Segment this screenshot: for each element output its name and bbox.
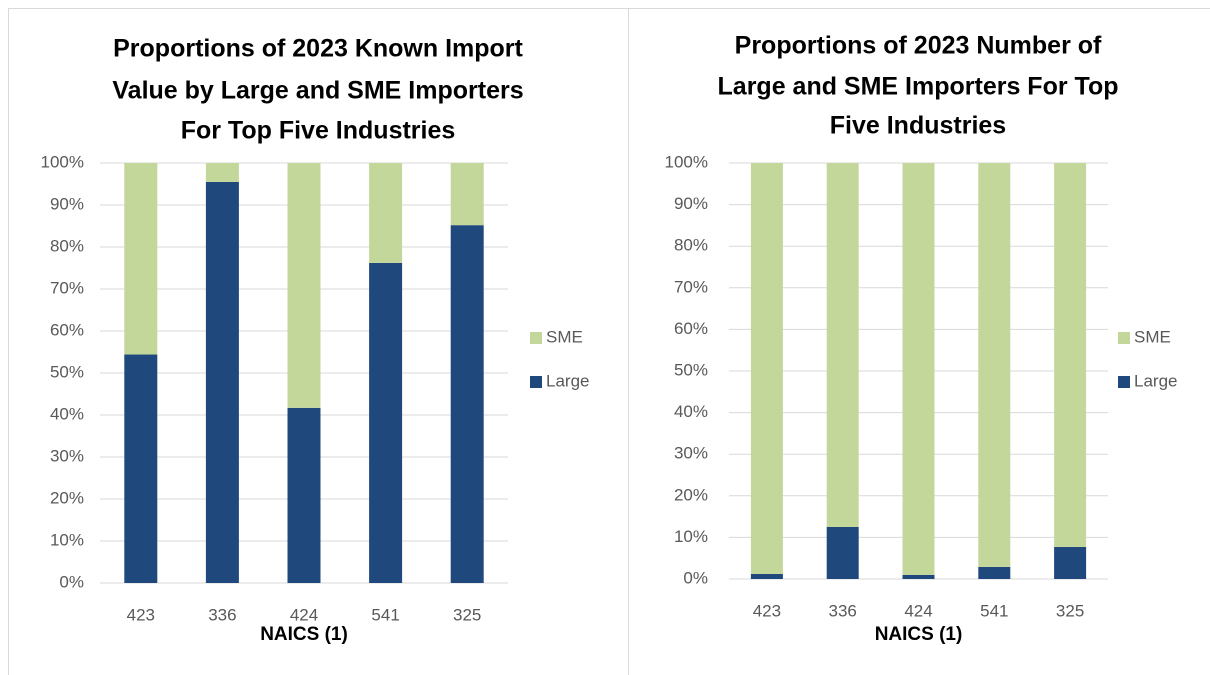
bar-segment: [750, 163, 783, 575]
legend-label: SME: [546, 327, 583, 346]
x-tick-label: 325: [1056, 601, 1084, 620]
y-tick-label: 40%: [50, 404, 84, 423]
y-tick-label: 100%: [41, 152, 84, 171]
legend-swatch: [1118, 376, 1130, 388]
x-axis-title: NAICS (1): [875, 624, 963, 645]
y-tick-label: 90%: [50, 194, 84, 213]
x-tick-label: 424: [904, 601, 932, 620]
legend-label: SME: [1134, 327, 1171, 346]
x-tick-label: 336: [208, 605, 236, 624]
y-tick-label: 0%: [59, 572, 84, 591]
bar-segment: [205, 163, 239, 182]
bar-segment: [978, 566, 1011, 579]
y-tick-label: 50%: [674, 360, 708, 379]
y-tick-label: 10%: [50, 530, 84, 549]
bar-segment: [124, 163, 158, 355]
legend-swatch: [530, 332, 542, 344]
y-tick-label: 40%: [674, 402, 708, 421]
chart-title: Proportions of 2023 Known Import: [113, 35, 523, 63]
x-tick-label: 541: [371, 605, 399, 624]
bar-segment: [369, 262, 403, 583]
legend-swatch: [530, 376, 542, 388]
y-tick-label: 50%: [50, 362, 84, 381]
x-tick-label: 541: [980, 601, 1008, 620]
chart-title: For Top Five Industries: [181, 117, 456, 145]
legend-swatch: [1118, 332, 1130, 344]
bar-segment: [450, 163, 484, 226]
bar-segment: [124, 354, 158, 583]
y-tick-label: 80%: [50, 236, 84, 255]
y-tick-label: 90%: [674, 194, 708, 213]
y-tick-label: 80%: [674, 236, 708, 255]
y-tick-label: 20%: [50, 488, 84, 507]
bar-segment: [287, 407, 321, 583]
y-tick-label: 60%: [674, 319, 708, 338]
x-tick-label: 325: [453, 605, 481, 624]
bar-segment: [1054, 163, 1087, 547]
bar-segment: [826, 527, 859, 579]
chart-title: Value by Large and SME Importers: [112, 77, 523, 105]
bar-segment: [205, 181, 239, 583]
y-tick-label: 60%: [50, 320, 84, 339]
x-tick-label: 423: [127, 605, 155, 624]
y-tick-label: 70%: [50, 278, 84, 297]
y-tick-label: 100%: [665, 152, 708, 171]
y-tick-label: 70%: [674, 277, 708, 296]
y-tick-label: 0%: [683, 568, 708, 587]
bar-segment: [369, 163, 403, 263]
bar-segment: [978, 163, 1011, 567]
x-tick-label: 423: [753, 601, 781, 620]
y-tick-label: 30%: [50, 446, 84, 465]
bar-segment: [902, 163, 935, 575]
chart-title: Five Industries: [830, 112, 1006, 140]
panel-border: [628, 8, 1210, 675]
bar-segment: [1054, 546, 1087, 579]
x-tick-label: 424: [290, 605, 318, 624]
bar-segment: [287, 163, 321, 408]
bar-segment: [826, 163, 859, 527]
legend-label: Large: [1134, 371, 1177, 390]
y-tick-label: 20%: [674, 485, 708, 504]
y-tick-label: 30%: [674, 444, 708, 463]
chart-title: Proportions of 2023 Number of: [735, 32, 1102, 60]
bar-segment: [750, 574, 783, 579]
bar-segment: [450, 225, 484, 583]
y-tick-label: 10%: [674, 527, 708, 546]
chart-title: Large and SME Importers For Top: [718, 73, 1119, 101]
legend-label: Large: [546, 371, 589, 390]
x-tick-label: 336: [829, 601, 857, 620]
bar-segment: [902, 574, 935, 579]
x-axis-title: NAICS (1): [260, 624, 348, 645]
